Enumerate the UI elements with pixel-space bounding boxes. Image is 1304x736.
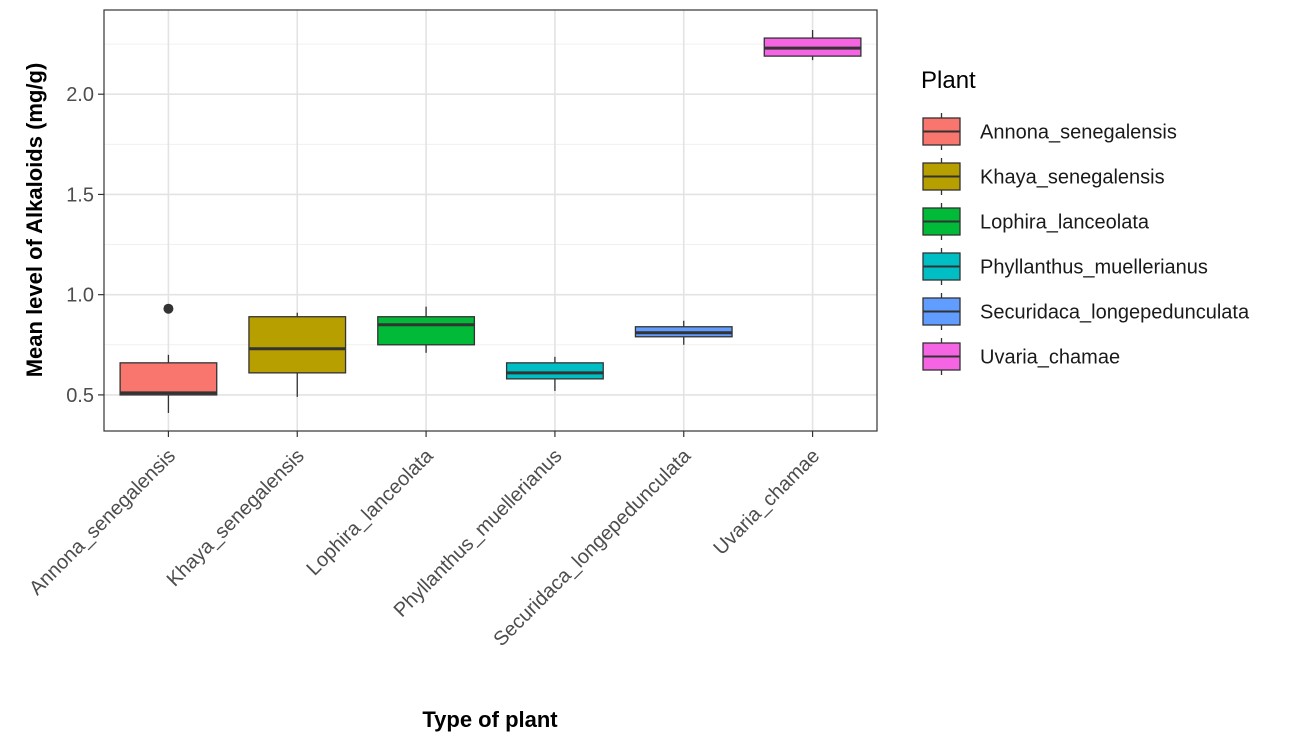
box [505, 362, 604, 380]
box [119, 362, 218, 396]
x-tick-label: Annona_senegalensis [25, 445, 180, 600]
legend: Plant Annona_senegalensis Khaya_senegalen… [921, 67, 1250, 375]
boxplots [119, 30, 862, 413]
legend-item: Lophira_lanceolata [922, 203, 1150, 240]
legend-label: Uvaria_chamae [980, 347, 1120, 369]
legend-title: Plant [921, 67, 976, 94]
boxplot [377, 306, 476, 353]
plot-border [103, 9, 878, 432]
outlier-point [163, 303, 174, 314]
boxplot [248, 312, 347, 397]
plot-panel [104, 10, 877, 431]
boxplot [763, 30, 862, 61]
y-tick-label: 2.0 [66, 84, 94, 106]
x-axis: Annona_senegalensisKhaya_senegalensisLop… [25, 431, 824, 651]
boxplot [505, 356, 604, 391]
x-tick-label: Khaya_senegalensis [163, 445, 309, 591]
boxplot [119, 303, 218, 413]
y-tick-label: 1.5 [66, 184, 94, 206]
legend-item: Uvaria_chamae [922, 338, 1120, 375]
legend-label: Khaya_senegalensis [980, 167, 1165, 189]
grid [104, 10, 877, 431]
legend-item: Securidaca_longepedunculata [922, 293, 1250, 330]
boxplot [634, 320, 733, 345]
legend-item: Phyllanthus_muellerianus [922, 248, 1208, 285]
legend-label: Annona_senegalensis [980, 122, 1177, 144]
y-axis-title: Mean level of Alkaloids (mg/g) [22, 63, 47, 378]
box [377, 316, 476, 346]
x-tick-label: Uvaria_chamae [710, 445, 825, 560]
y-tick-label: 1.0 [66, 285, 94, 307]
legend-item: Khaya_senegalensis [922, 158, 1165, 195]
x-tick-label: Lophira_lanceolata [303, 444, 439, 580]
y-axis: 0.5 1.0 1.5 2.0 [66, 84, 104, 407]
legend-label: Lophira_lanceolata [980, 212, 1150, 234]
legend-label: Securidaca_longepedunculata [980, 302, 1250, 324]
legend-item: Annona_senegalensis [922, 113, 1177, 150]
box [248, 316, 347, 374]
x-axis-title: Type of plant [422, 707, 558, 732]
legend-label: Phyllanthus_muellerianus [980, 257, 1208, 279]
y-tick-label: 0.5 [66, 385, 94, 407]
